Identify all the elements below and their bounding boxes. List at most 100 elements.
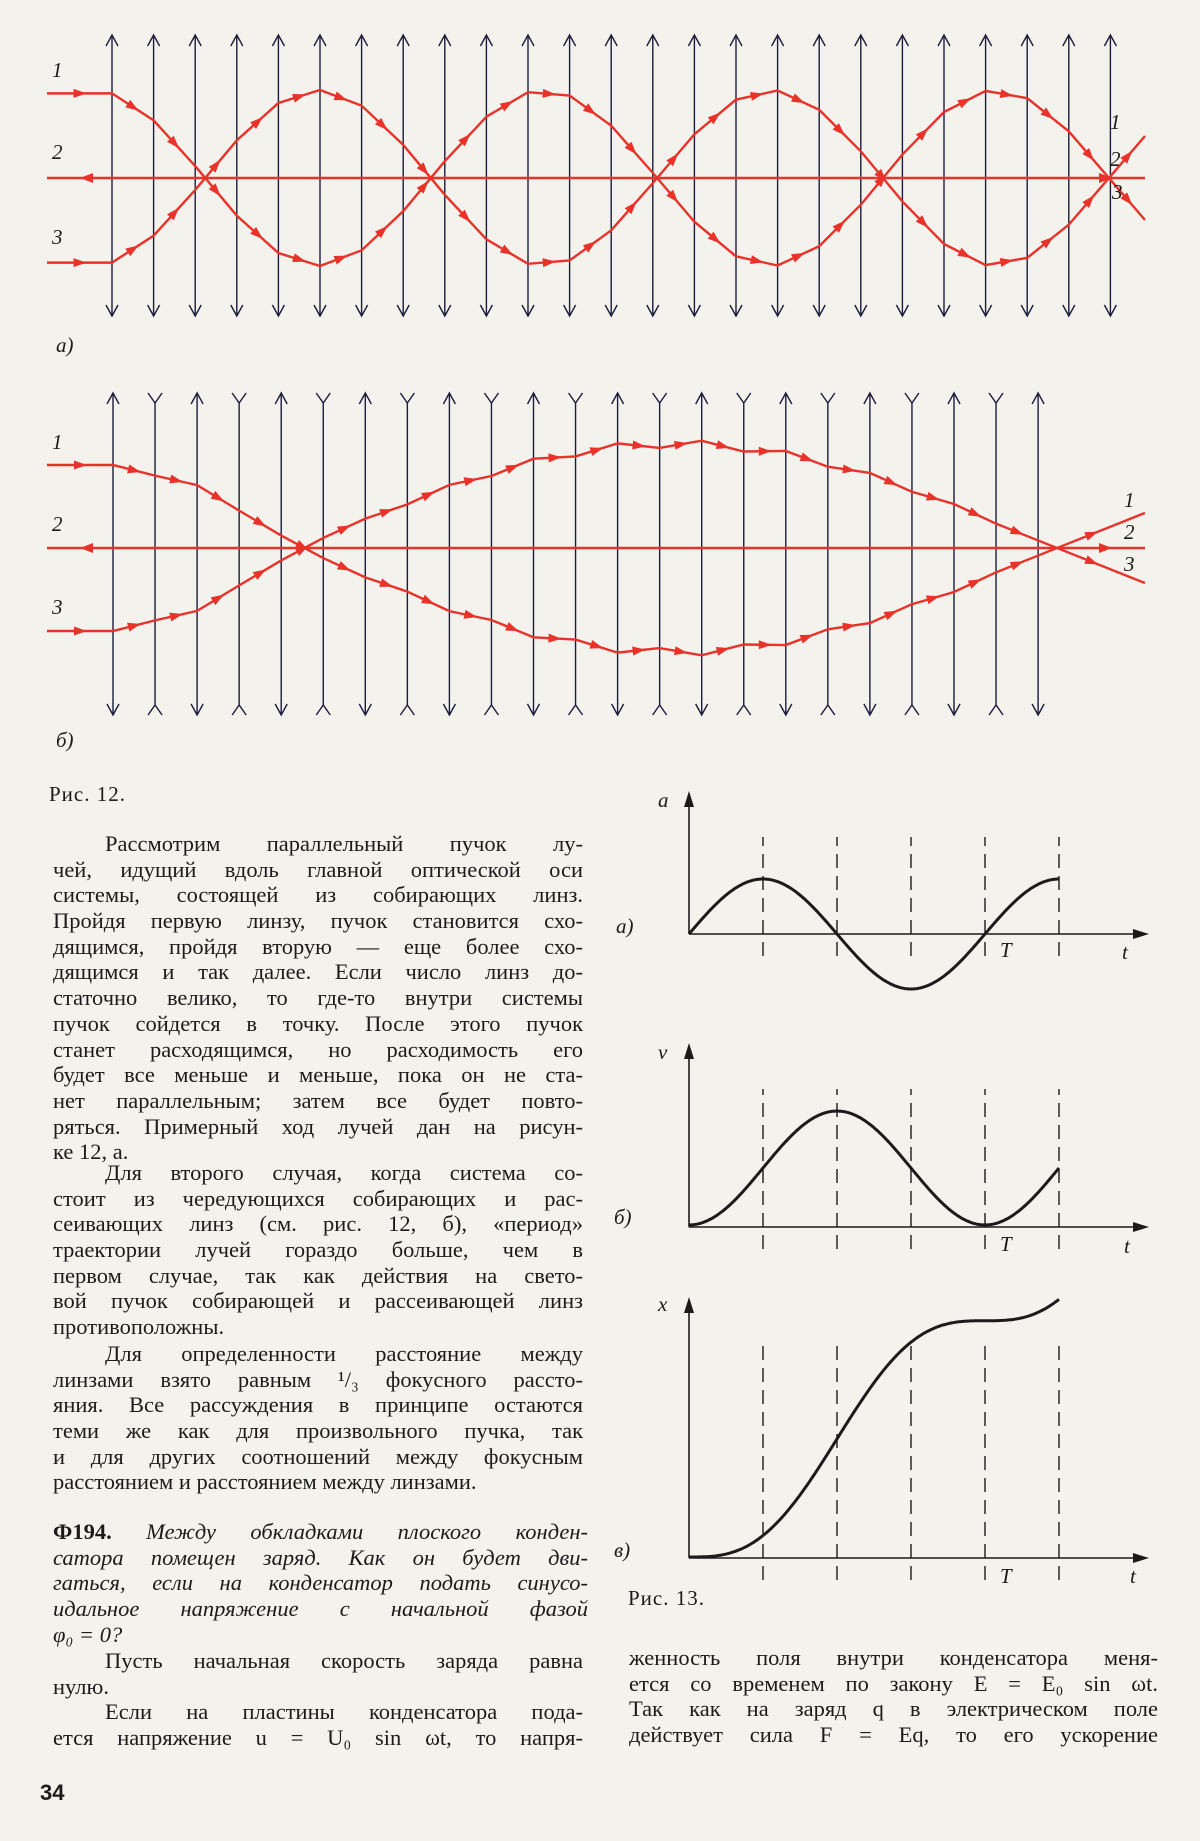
lens-arrowheads [687, 33, 702, 318]
lens-forked-ends [315, 392, 331, 716]
problem-line: Ф194. Между обкладками плоского конден- [53, 1519, 588, 1545]
lens-arrowheads [442, 391, 457, 717]
paragraph-2: Для второго случая, когда система со-сто… [53, 1160, 583, 1340]
ray-arrowhead [294, 545, 309, 556]
lens-arrowheads [779, 391, 793, 717]
ray-arrowhead [582, 241, 597, 253]
ray-arrowhead [73, 258, 87, 268]
ray-arrowhead [915, 128, 929, 141]
light-ray [47, 463, 1146, 657]
fig13a-y-label: a [658, 788, 669, 812]
lens-arrowheads [106, 391, 120, 717]
ray-arrowhead [624, 201, 637, 215]
text-line: станет расходящимся, но расходимость его [53, 1036, 583, 1062]
ray-arrowhead [374, 117, 388, 131]
ray-arrowhead [336, 561, 351, 571]
lens-forked-ends [820, 392, 836, 716]
lens-arrowheads [1031, 391, 1045, 717]
light-ray [47, 89, 1146, 268]
fig12b-left-label-2: 2 [52, 512, 63, 536]
fig12b-left-label-1: 1 [52, 430, 63, 454]
ray-arrowhead [874, 168, 887, 182]
ray-arrowhead [208, 183, 221, 197]
ray-arrowhead [883, 610, 898, 621]
problem-line: идальное напряжение с начальной фазой [53, 1596, 588, 1622]
ray-arrowhead [252, 569, 267, 580]
fig12a-right-label-1: 1 [1110, 110, 1121, 134]
text-line: Для определенности расстояние между [105, 1341, 583, 1366]
ray-arrowhead [80, 543, 93, 553]
ray-arrowhead [1084, 531, 1099, 541]
text-line: ется со временем по закону E = E₀ sin ωt… [629, 1670, 1158, 1696]
right-column-text: женность поля внутри конденсатора меня-е… [629, 1645, 1158, 1748]
lens-forked-ends [483, 392, 500, 716]
fig12a-right-label-2: 2 [1110, 147, 1121, 171]
ray-arrowhead [666, 189, 679, 203]
ray-arrowhead [250, 117, 263, 130]
ray-arrowhead [967, 579, 982, 589]
ray-arrowhead [1099, 173, 1112, 183]
lens-arrowheads [770, 33, 785, 318]
problem-f194: Ф194. Между обкладками плоского конден-с… [53, 1519, 588, 1647]
ray-arrowhead [250, 226, 263, 239]
text-line: пучок сойдется в точку. После этого пучо… [53, 1010, 583, 1036]
ray-arrowhead [167, 207, 180, 221]
lens-arrowheads [396, 33, 410, 318]
ray-arrowhead [127, 622, 141, 632]
fig13b-x-arrow [1133, 1222, 1149, 1232]
ray-arrowhead [749, 255, 764, 265]
text-line: статочно велико, то где-то внутри систем… [53, 985, 583, 1011]
text-line: ке 12, а. [53, 1139, 129, 1165]
lens-forked-ends [652, 392, 668, 716]
ray-arrowhead [707, 112, 721, 125]
ray-arrowhead [632, 440, 646, 450]
text-line: женность поля внутри конденсатора меня- [629, 1645, 1158, 1670]
ray-arrowhead [1040, 236, 1054, 249]
lens-arrowheads [146, 33, 161, 318]
fig13-caption: Рис. 13. [628, 1586, 705, 1610]
text-line: Пусть начальная скорость заряда равна [105, 1648, 583, 1673]
problem-text: Между обкладками плоского конден- [146, 1519, 588, 1544]
ray-arrowhead [505, 464, 519, 474]
ray-arrowhead [715, 647, 730, 656]
ray-arrowhead [458, 209, 471, 223]
lens-arrowheads [895, 33, 910, 318]
fig12a-left-label-1: 1 [52, 58, 63, 82]
text-line: и для других соотношений между фокусным [53, 1443, 583, 1469]
text-line: чей, идущий вдоль главной оптической оси [53, 856, 583, 882]
text-line: Пройдя первую линзу, пучок становится сх… [53, 908, 583, 934]
ray-arrowhead [999, 89, 1014, 98]
lens-forked-ends [904, 392, 920, 716]
lens-arrowheads [526, 391, 541, 717]
lens-arrowheads [271, 33, 286, 318]
lens-arrowheads [1062, 33, 1076, 318]
lens-arrowheads [354, 33, 369, 318]
ray-arrowhead [73, 88, 87, 98]
ray-arrowhead [632, 646, 646, 656]
ray-arrowhead [167, 135, 180, 149]
ray-arrowhead [799, 634, 814, 644]
ray-arrowhead [421, 491, 435, 502]
lens-arrowheads [978, 33, 993, 318]
ray-arrowhead [707, 231, 721, 244]
ray-arrowhead [1120, 192, 1133, 206]
fig13a-panel-label: а) [616, 914, 634, 938]
ray-arrowhead [673, 646, 688, 656]
lens-forked-ends [147, 392, 163, 716]
ray-arrowhead [542, 88, 556, 98]
ray-arrowhead [1084, 555, 1099, 565]
text-line: дящимся, пройдя вторую — еще более схо- [53, 933, 583, 959]
lens-arrowheads [1020, 33, 1034, 318]
problem-number: Ф194. [53, 1519, 112, 1544]
ray-arrowhead [624, 141, 637, 155]
fig13a-x-arrow [1133, 929, 1149, 939]
problem-line: φ₀ = 0? [53, 1621, 123, 1647]
fig12b-right-label-1: 1 [1124, 488, 1135, 512]
ray-arrowhead [252, 516, 267, 527]
ray-arrowhead [1009, 525, 1024, 535]
lens-arrowheads [274, 391, 288, 717]
text-line: первом случае, так как действия на свето… [53, 1262, 583, 1288]
fig13b-T-label: T [1000, 1232, 1012, 1256]
fig13a-y-arrow [684, 791, 694, 807]
lens-arrowheads [812, 33, 826, 318]
